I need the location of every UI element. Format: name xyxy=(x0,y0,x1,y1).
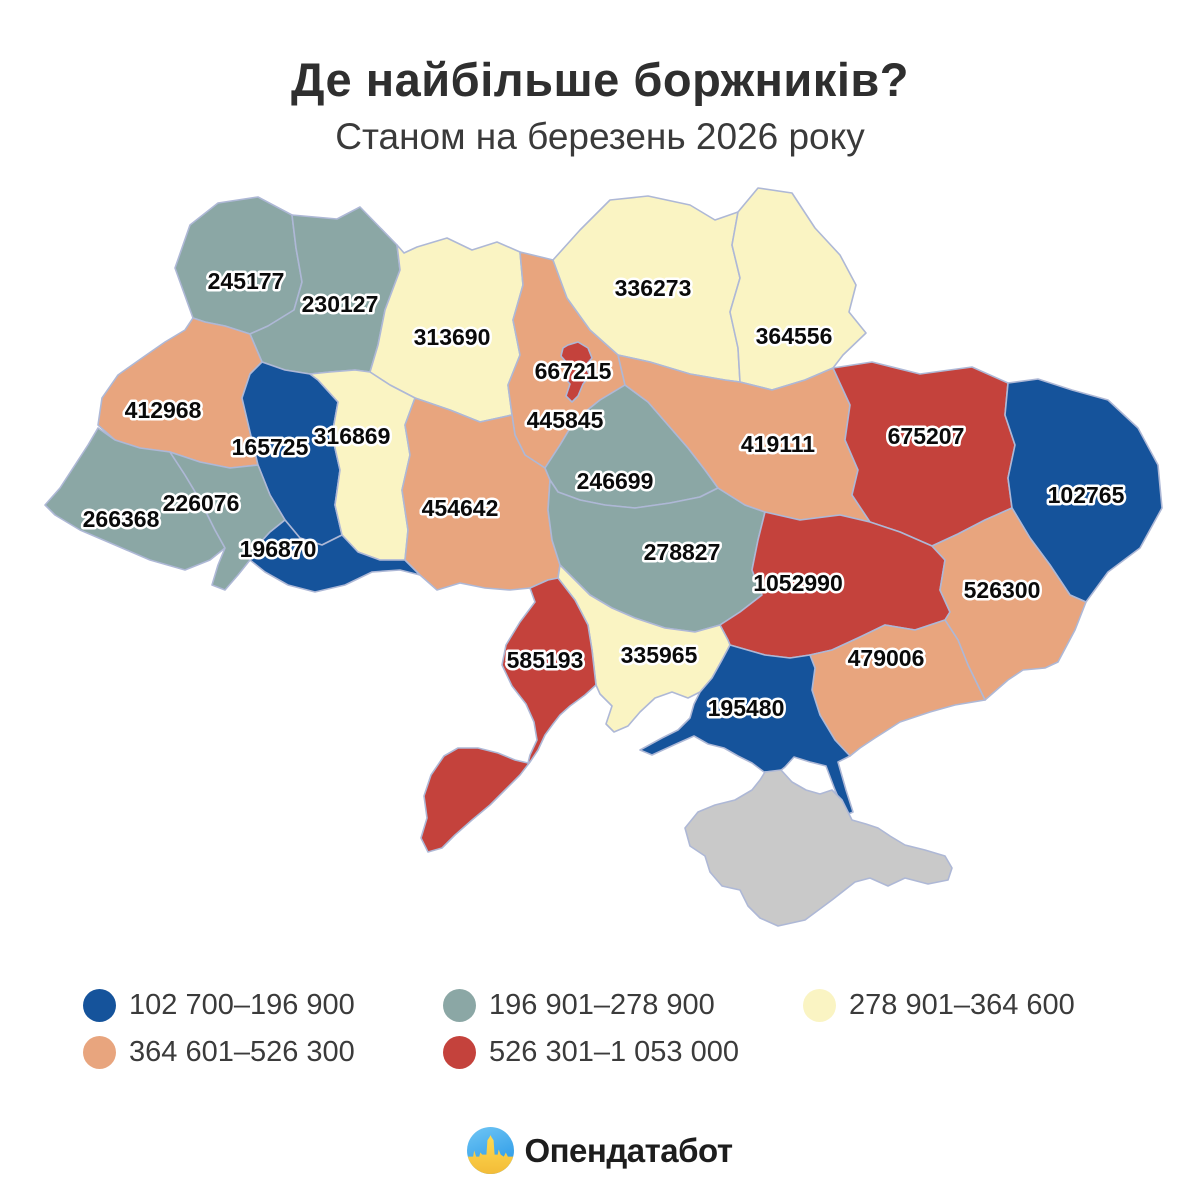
region-value-mykolaiv: 335965 xyxy=(621,642,698,668)
region-value-zakarpattia: 266368 xyxy=(83,506,160,532)
legend-range-label: 364 601–526 300 xyxy=(129,1035,355,1068)
region-luhansk xyxy=(1004,378,1163,603)
legend-item-3: 364 601–526 300 xyxy=(83,1035,443,1069)
region-value-kyiv-city: 667215 xyxy=(535,358,612,384)
legend-range-label: 102 700–196 900 xyxy=(129,988,355,1021)
region-value-ternopil: 165725 xyxy=(232,434,309,460)
region-value-cherkasy: 246699 xyxy=(577,468,654,494)
legend-swatch-icon xyxy=(443,1035,476,1069)
legend-item-1: 196 901–278 900 xyxy=(443,988,803,1022)
legend-swatch-icon xyxy=(83,988,116,1022)
legend-swatch-icon xyxy=(83,1035,116,1069)
region-volyn xyxy=(174,196,303,335)
legend-range-label: 278 901–364 600 xyxy=(849,988,1075,1021)
region-value-dnipropetrovsk: 1052990 xyxy=(753,570,843,596)
brand-name: Опендатабот xyxy=(524,1131,733,1169)
region-value-khmelnytskyi: 316869 xyxy=(314,423,391,449)
region-value-volyn: 245177 xyxy=(208,268,285,294)
region-value-kirovohrad: 278827 xyxy=(644,539,721,565)
region-value-chernivtsi: 196870 xyxy=(240,536,317,562)
legend-swatch-icon xyxy=(803,988,836,1022)
region-kherson xyxy=(639,644,854,816)
region-value-vinnytsia: 454642 xyxy=(422,495,499,521)
legend: 102 700–196 900 196 901–278 900 278 901–36… xyxy=(83,988,1163,1069)
brand-footer: Опендатабот xyxy=(0,1127,1200,1174)
region-donetsk xyxy=(931,507,1087,701)
region-value-lviv: 412968 xyxy=(125,397,202,423)
region-value-kherson: 195480 xyxy=(708,695,785,721)
region-kyiv-city xyxy=(560,341,593,403)
region-sumy xyxy=(729,187,867,391)
legend-item-2: 278 901–364 600 xyxy=(803,988,1163,1022)
legend-swatch-icon xyxy=(443,988,476,1022)
region-value-poltava: 419111 xyxy=(741,431,815,457)
region-odesa xyxy=(420,577,597,853)
region-crimea xyxy=(684,769,953,927)
region-ivano-frankivsk xyxy=(169,451,286,591)
legend-item-4: 526 301–1 053 000 xyxy=(443,1035,803,1069)
region-value-ivano-frankivsk: 226076 xyxy=(163,490,240,516)
legend-item-0: 102 700–196 900 xyxy=(83,988,443,1022)
region-value-luhansk: 102765 xyxy=(1048,482,1125,508)
region-value-rivne: 230127 xyxy=(302,291,379,317)
region-value-zaporizhzhia: 479006 xyxy=(848,645,925,671)
region-chernivtsi xyxy=(249,519,421,593)
region-value-odesa: 585193 xyxy=(507,647,584,673)
region-value-kharkiv: 675207 xyxy=(888,423,965,449)
legend-range-label: 196 901–278 900 xyxy=(489,988,715,1021)
region-mykolaiv xyxy=(557,564,731,733)
region-value-chernihiv: 336273 xyxy=(615,275,692,301)
region-value-zhytomyr: 313690 xyxy=(414,324,491,350)
region-value-sumy: 364556 xyxy=(756,323,833,349)
map-labels-layer: 245177 230127 313690 445845 336273 364556 4129… xyxy=(80,266,1127,724)
page-title: Де найбільше боржників? xyxy=(290,53,909,106)
map-regions-layer xyxy=(44,187,1163,927)
region-value-kyiv-oblast: 445845 xyxy=(527,407,604,433)
region-value-donetsk: 526300 xyxy=(964,577,1041,603)
page-subtitle: Станом на березень 2026 року xyxy=(335,116,865,157)
legend-range-label: 526 301–1 053 000 xyxy=(489,1035,739,1068)
opendatabot-logo-icon xyxy=(467,1127,515,1174)
